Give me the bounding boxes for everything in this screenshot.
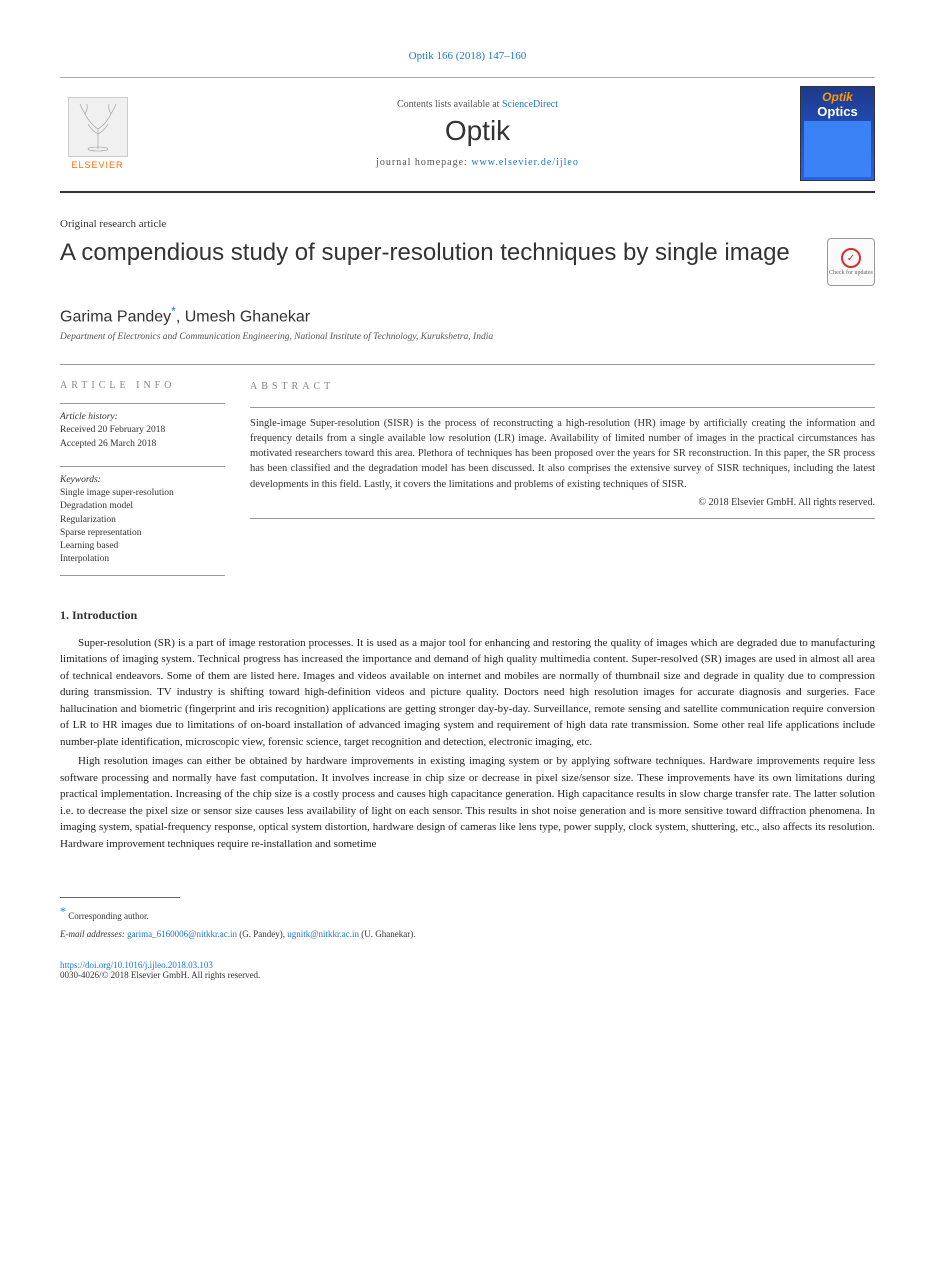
body-paragraph: Super-resolution (SR) is a part of image… (60, 635, 875, 751)
issn-line: 0030-4026/© 2018 Elsevier GmbH. All righ… (60, 970, 875, 980)
authors: Garima Pandey*, Umesh Ghanekar (60, 304, 875, 326)
top-citation: Optik 166 (2018) 147–160 (60, 50, 875, 62)
email-footnote: E-mail addresses: garima_6160006@nitkkr.… (60, 928, 875, 941)
crossmark-icon: ✓ (841, 248, 861, 268)
keyword: Learning based (60, 540, 225, 553)
journal-header: ELSEVIER Contents lists available at Sci… (60, 77, 875, 193)
article-type: Original research article (60, 218, 875, 230)
abstract-text: Single-image Super-resolution (SISR) is … (250, 416, 875, 492)
keyword: Sparse representation (60, 527, 225, 540)
divider (60, 364, 875, 365)
sciencedirect-link[interactable]: ScienceDirect (502, 99, 558, 110)
contents-line: Contents lists available at ScienceDirec… (155, 99, 800, 110)
homepage-link[interactable]: www.elsevier.de/ijleo (471, 157, 579, 168)
author-1: Garima Pandey (60, 308, 171, 325)
cover-title-2: Optics (817, 104, 857, 119)
doi-link[interactable]: https://doi.org/10.1016/j.ijleo.2018.03.… (60, 960, 213, 970)
keyword: Regularization (60, 514, 225, 527)
history-label: Article history: (60, 412, 225, 422)
journal-cover-thumbnail: Optik Optics (800, 86, 875, 181)
info-heading: ARTICLE INFO (60, 380, 225, 391)
footnote-rule (60, 897, 180, 898)
section-heading-intro: 1. Introduction (60, 608, 875, 623)
article-title: A compendious study of super-resolution … (60, 238, 807, 268)
top-citation-link[interactable]: Optik 166 (2018) 147–160 (409, 50, 527, 62)
elsevier-tree-icon (68, 97, 128, 157)
keyword: Interpolation (60, 553, 225, 566)
body-paragraph: High resolution images can either be obt… (60, 753, 875, 852)
affiliation: Department of Electronics and Communicat… (60, 332, 875, 342)
doi-block: https://doi.org/10.1016/j.ijleo.2018.03.… (60, 960, 875, 980)
cover-title-1: Optik (822, 90, 853, 104)
keyword: Single image super-resolution (60, 487, 225, 500)
journal-homepage: journal homepage: www.elsevier.de/ijleo (155, 157, 800, 168)
journal-name: Optik (155, 115, 800, 147)
abstract: ABSTRACT Single-image Super-resolution (… (250, 380, 875, 575)
crossmark-label: Check for updates (829, 270, 873, 276)
email-link-1[interactable]: garima_6160006@nitkkr.ac.in (127, 929, 237, 939)
keywords-label: Keywords: (60, 475, 225, 485)
email-link-2[interactable]: ugnitk@nitkkr.ac.in (287, 929, 359, 939)
publisher-name: ELSEVIER (71, 160, 123, 170)
keyword: Degradation model (60, 500, 225, 513)
abstract-copyright: © 2018 Elsevier GmbH. All rights reserve… (250, 496, 875, 511)
article-info: ARTICLE INFO Article history: Received 2… (60, 380, 250, 575)
publisher-logo: ELSEVIER (60, 89, 135, 179)
corresponding-footnote: * Corresponding author. (60, 903, 875, 923)
accepted-date: Accepted 26 March 2018 (60, 438, 225, 451)
crossmark-badge[interactable]: ✓ Check for updates (827, 238, 875, 286)
author-2: , Umesh Ghanekar (176, 308, 310, 325)
received-date: Received 20 February 2018 (60, 424, 225, 437)
abstract-heading: ABSTRACT (250, 380, 875, 395)
